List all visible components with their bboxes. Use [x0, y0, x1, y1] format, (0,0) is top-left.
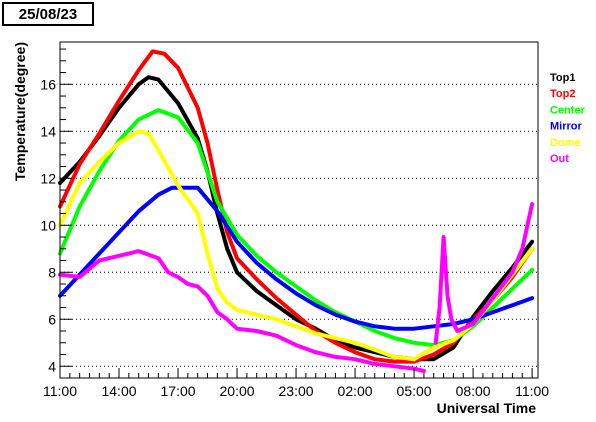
x-tick-label: 11:00 — [43, 383, 77, 399]
x-tick-label: 11:00 — [515, 383, 549, 399]
legend-entry-dome: Dome — [550, 137, 581, 149]
plot-frame — [59, 41, 539, 379]
y-tick-label: 16 — [40, 76, 56, 92]
series-line-out — [58, 249, 426, 373]
x-tick-label: 20:00 — [220, 383, 255, 399]
date-label: 25/08/23 — [18, 6, 78, 23]
series-line-top2 — [58, 49, 535, 364]
legend-entry-mirror: Mirror — [550, 121, 583, 133]
y-tick-label: 10 — [40, 217, 56, 233]
series-line-dome — [58, 129, 535, 362]
series-line-center — [58, 108, 535, 348]
series-line-mirror — [58, 185, 535, 331]
legend-entry-center: Center — [550, 104, 586, 116]
y-tick-label: 14 — [40, 123, 56, 139]
y-tick-label: 8 — [48, 264, 56, 280]
data-series — [58, 49, 535, 373]
date-label-box: 25/08/23 — [2, 2, 94, 26]
y-tick-label: 4 — [48, 358, 56, 374]
series-line-top1 — [58, 75, 535, 362]
legend-entry-top2: Top2 — [550, 88, 575, 100]
x-tick-label: 08:00 — [456, 383, 491, 399]
x-tick-label: 05:00 — [397, 383, 432, 399]
legend-entry-top1: Top1 — [550, 72, 575, 84]
x-tick-label: 17:00 — [161, 383, 196, 399]
legend: Top1 Top2 Center Mirror Dome Out — [550, 72, 586, 165]
series-line-out — [433, 202, 535, 345]
y-tick-label: 6 — [48, 311, 56, 327]
legend-entry-out: Out — [550, 153, 569, 165]
x-tick-label: 14:00 — [101, 383, 136, 399]
axis-ticks: 4 6 8 10 12 14 16 11:00 14:00 17:00 20:00 23:00 02:0… — [40, 48, 549, 399]
x-tick-label: 23:00 — [279, 383, 314, 399]
x-axis-label: Universal Time — [437, 400, 537, 416]
x-tick-label: 02:00 — [338, 383, 373, 399]
y-tick-label: 12 — [40, 170, 56, 186]
y-axis-label: Temperature(degree) — [12, 42, 28, 181]
